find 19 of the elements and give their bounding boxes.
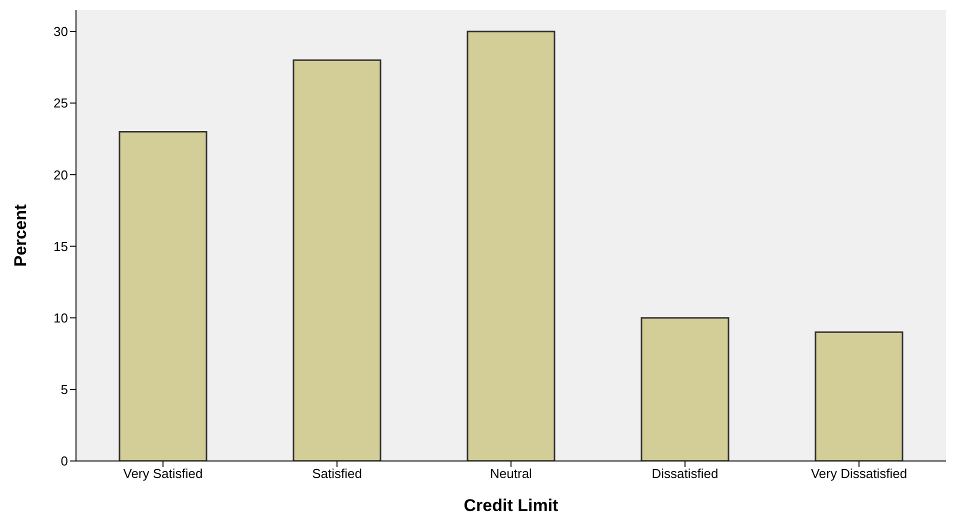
y-tick-label: 10 bbox=[54, 310, 68, 326]
x-tick-label: Very Satisfied bbox=[123, 466, 203, 482]
x-axis-title: Credit Limit bbox=[464, 496, 559, 515]
y-tick-label: 25 bbox=[54, 96, 68, 111]
y-axis-title: Percent bbox=[11, 204, 30, 267]
x-tick-label: Dissatisfied bbox=[652, 466, 718, 482]
y-tick-label: 0 bbox=[60, 454, 68, 469]
bar bbox=[814, 331, 904, 461]
y-tick-label: 5 bbox=[60, 382, 68, 398]
bar bbox=[292, 59, 382, 461]
x-tick-label: Neutral bbox=[490, 466, 532, 482]
y-tick-label: 15 bbox=[54, 238, 68, 254]
y-tick-label: 20 bbox=[54, 167, 68, 182]
x-tick-label: Satisfied bbox=[312, 466, 362, 482]
x-tick-label: Very Dissatisfied bbox=[810, 466, 908, 482]
y-tick-label: 30 bbox=[54, 24, 68, 40]
bar bbox=[118, 130, 208, 461]
bar bbox=[466, 30, 556, 461]
bar bbox=[640, 317, 730, 461]
